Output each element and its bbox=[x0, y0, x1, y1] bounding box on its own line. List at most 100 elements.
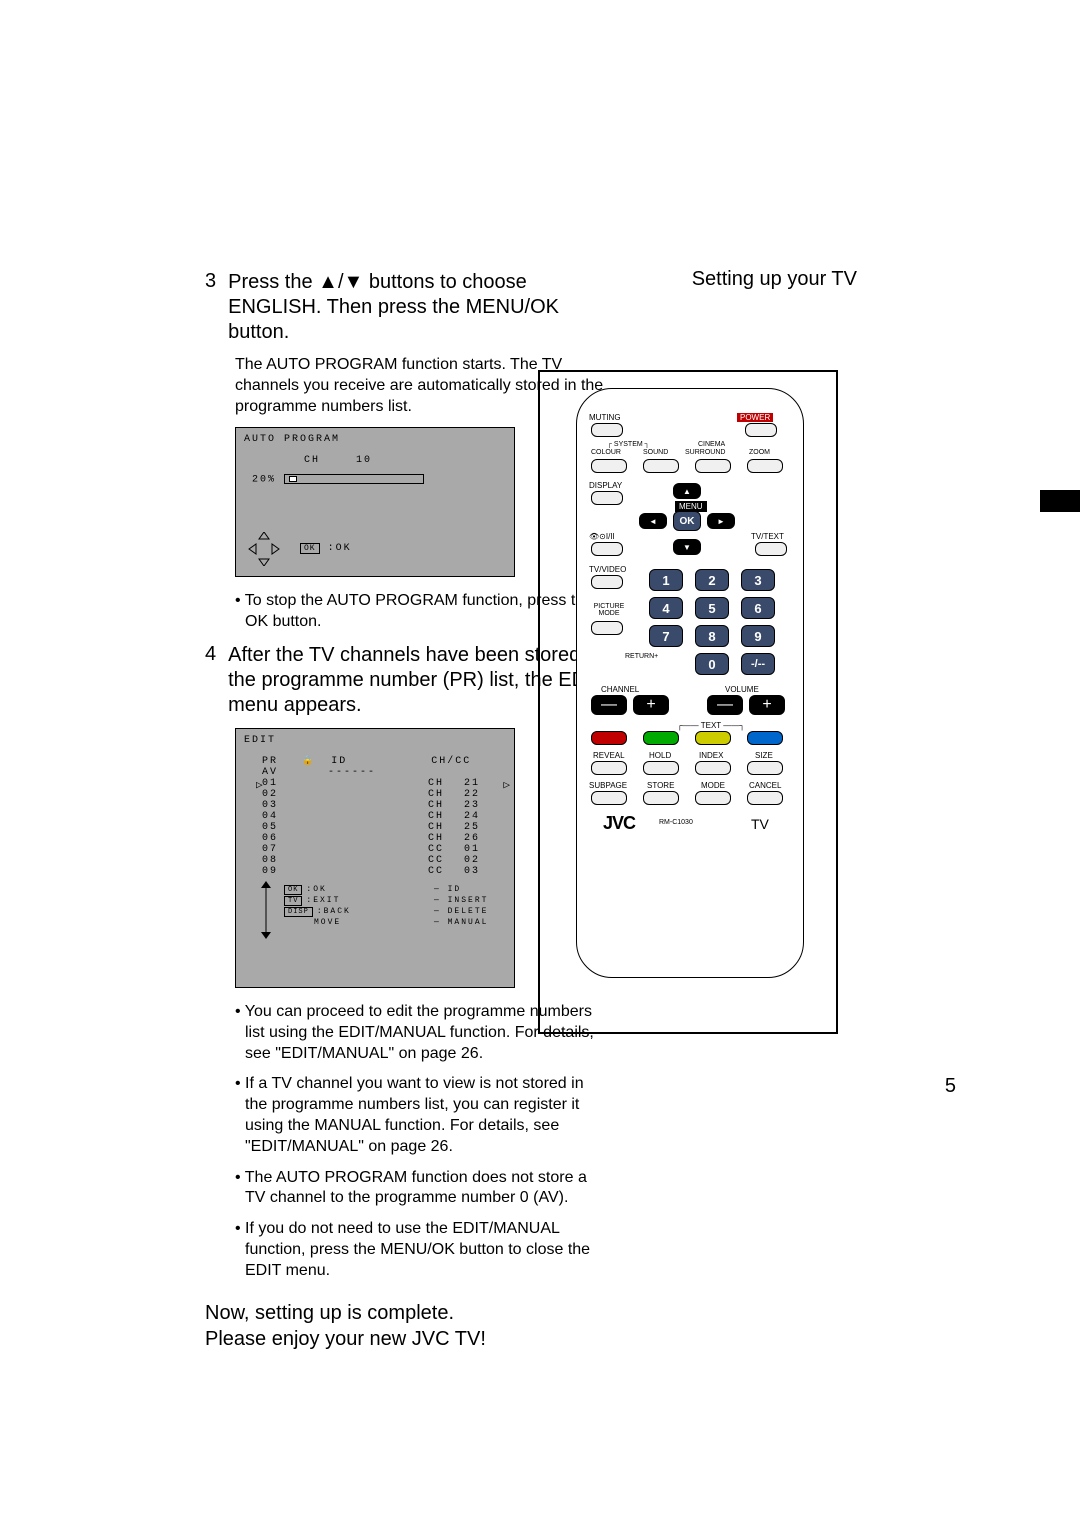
osd-edit-row: 06CH26 bbox=[262, 833, 506, 844]
nav-down-button[interactable]: ▼ bbox=[673, 539, 701, 555]
label-display: DISPLAY bbox=[589, 481, 622, 490]
hold-button[interactable] bbox=[643, 761, 679, 775]
label-cinema: CINEMA bbox=[698, 441, 725, 448]
osd-arrow-cluster bbox=[244, 532, 284, 566]
osd-legend: OK:OK— ID TV:EXIT— INSERT DISP:BACK— DEL… bbox=[284, 885, 506, 927]
audio-button[interactable] bbox=[591, 542, 623, 556]
label-model: RM-C1030 bbox=[659, 819, 693, 826]
size-button[interactable] bbox=[747, 761, 783, 775]
nav-left-button[interactable]: ◄ bbox=[639, 513, 667, 529]
num-9-button[interactable]: 9 bbox=[741, 625, 775, 647]
label-colour: COLOUR bbox=[591, 449, 621, 456]
muting-button[interactable] bbox=[591, 423, 623, 437]
remote-control: MUTING POWER ┌ SYSTEM ┐ CINEMA COLOUR SO… bbox=[576, 388, 804, 978]
tvvideo-button[interactable] bbox=[591, 575, 623, 589]
osd-col-pr: PR bbox=[262, 756, 302, 767]
osd-edit-row: 07CC01 bbox=[262, 844, 506, 855]
nav-up-button[interactable]: ▲ bbox=[673, 483, 701, 499]
mode-button[interactable] bbox=[695, 791, 731, 805]
osd-auto-program: AUTO PROGRAM CH 10 20% OK :OK bbox=[235, 427, 515, 577]
label-audio: 👁⊙I/II bbox=[589, 532, 615, 541]
label-cancel: CANCEL bbox=[749, 781, 781, 790]
power-button[interactable] bbox=[745, 423, 777, 437]
label-muting: MUTING bbox=[589, 413, 621, 422]
label-store: STORE bbox=[647, 781, 674, 790]
label-index: INDEX bbox=[699, 751, 723, 760]
label-power: POWER bbox=[737, 413, 773, 422]
label-system: ┌ SYSTEM ┐ bbox=[607, 441, 650, 448]
nav-right-button[interactable]: ► bbox=[707, 513, 735, 529]
osd-edit-row: 05CH25 bbox=[262, 822, 506, 833]
osd-col-id: ID bbox=[331, 756, 431, 767]
label-sound: SOUND bbox=[643, 449, 668, 456]
channel-down-button[interactable]: — bbox=[591, 695, 627, 715]
step-number: 4 bbox=[205, 643, 216, 718]
num-8-button[interactable]: 8 bbox=[695, 625, 729, 647]
channel-up-button[interactable]: + bbox=[633, 695, 669, 715]
num-dash-button[interactable]: -/-- bbox=[741, 653, 775, 675]
num-1-button[interactable]: 1 bbox=[649, 569, 683, 591]
label-subpage: SUBPAGE bbox=[589, 781, 627, 790]
surround-button[interactable] bbox=[695, 459, 731, 473]
label-tvvideo: TV/VIDEO bbox=[589, 565, 626, 574]
sound-button[interactable] bbox=[643, 459, 679, 473]
osd-ch-label: CH bbox=[304, 455, 320, 466]
post-bullet-4: If you do not need to use the EDIT/MANUA… bbox=[235, 1219, 605, 1281]
index-button[interactable] bbox=[695, 761, 731, 775]
text-red-button[interactable] bbox=[591, 731, 627, 745]
label-tvtext: TV/TEXT bbox=[751, 532, 784, 541]
store-button[interactable] bbox=[643, 791, 679, 805]
label-volume: VOLUME bbox=[725, 685, 759, 694]
osd-edit-row: 08CC02 bbox=[262, 855, 506, 866]
ok-button[interactable]: OK bbox=[673, 511, 701, 531]
num-2-button[interactable]: 2 bbox=[695, 569, 729, 591]
label-return: RETURN+ bbox=[625, 653, 658, 660]
cancel-button[interactable] bbox=[747, 791, 783, 805]
colour-button[interactable] bbox=[591, 459, 627, 473]
osd-col-chcc: CH/CC bbox=[431, 756, 471, 767]
osd-ok-label: OK :OK bbox=[300, 543, 352, 554]
subpage-button[interactable] bbox=[591, 791, 627, 805]
zoom-button[interactable] bbox=[747, 459, 783, 473]
step-3: 3 Press the ▲/▼ buttons to choose ENGLIS… bbox=[205, 270, 605, 345]
display-button[interactable] bbox=[591, 491, 623, 505]
num-0-button[interactable]: 0 bbox=[695, 653, 729, 675]
nav-cluster: ▲ MENU ◄ OK ► ▼ bbox=[639, 483, 739, 561]
osd-sel-left: ▷ bbox=[256, 778, 265, 792]
tvtext-button[interactable] bbox=[755, 542, 787, 556]
osd-edit: EDIT PR 🔒 ID CH/CC AV ------ ▷ ▷ 01CH210… bbox=[235, 728, 515, 988]
post-bullet-2: If a TV channel you want to view is not … bbox=[235, 1074, 605, 1157]
label-size: SIZE bbox=[755, 751, 773, 760]
page-tab bbox=[1040, 490, 1080, 512]
picture-mode-button[interactable] bbox=[591, 621, 623, 635]
completion-text: Now, setting up is complete. Please enjo… bbox=[205, 1300, 605, 1352]
post-bullet-3: The AUTO PROGRAM function does not store… bbox=[235, 1168, 605, 1210]
label-hold: HOLD bbox=[649, 751, 671, 760]
osd-av: AV bbox=[262, 767, 302, 778]
volume-up-button[interactable]: + bbox=[749, 695, 785, 715]
num-7-button[interactable]: 7 bbox=[649, 625, 683, 647]
reveal-button[interactable] bbox=[591, 761, 627, 775]
num-4-button[interactable]: 4 bbox=[649, 597, 683, 619]
osd-edit-row: 04CH24 bbox=[262, 811, 506, 822]
lock-icon: 🔒 bbox=[302, 756, 315, 767]
osd-edit-row: 09CC03 bbox=[262, 866, 506, 877]
label-text: ┌—— TEXT ——┐ bbox=[677, 721, 745, 730]
osd-ch-value: 10 bbox=[356, 455, 372, 466]
text-blue-button[interactable] bbox=[747, 731, 783, 745]
label-surround: SURROUND bbox=[685, 449, 725, 456]
volume-down-button[interactable]: — bbox=[707, 695, 743, 715]
step-heading: Press the ▲/▼ buttons to choose ENGLISH.… bbox=[228, 270, 605, 345]
text-yellow-button[interactable] bbox=[695, 731, 731, 745]
num-6-button[interactable]: 6 bbox=[741, 597, 775, 619]
label-tv: TV bbox=[751, 816, 769, 832]
page-number: 5 bbox=[945, 1075, 956, 1098]
osd-sel-right: ▷ bbox=[503, 778, 512, 792]
section-title: Setting up your TV bbox=[692, 268, 857, 291]
label-zoom: ZOOM bbox=[749, 449, 770, 456]
osd-edit-row: 03CH23 bbox=[262, 800, 506, 811]
brand-logo: JVC bbox=[603, 813, 635, 834]
text-green-button[interactable] bbox=[643, 731, 679, 745]
num-5-button[interactable]: 5 bbox=[695, 597, 729, 619]
num-3-button[interactable]: 3 bbox=[741, 569, 775, 591]
